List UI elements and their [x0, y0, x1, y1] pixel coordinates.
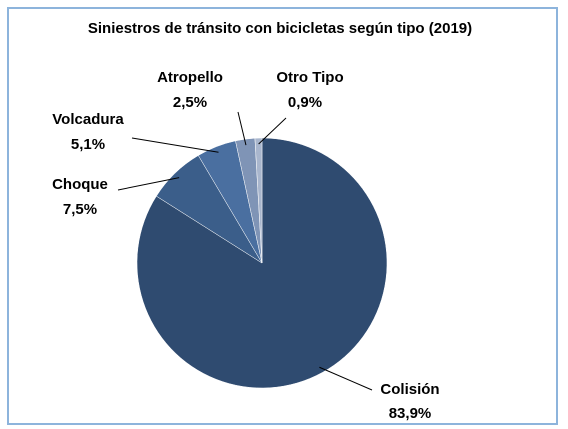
leader-line	[237, 111, 247, 146]
pie-slice	[254, 137, 263, 264]
value-label: 83,9%	[389, 405, 432, 422]
value-label: 2,5%	[173, 94, 207, 111]
value-label: 5,1%	[71, 136, 105, 153]
leader-line	[117, 177, 180, 191]
slice-label: Choque	[52, 176, 108, 193]
leader-line	[131, 137, 219, 153]
leader-line	[319, 366, 373, 391]
value-label: 7,5%	[63, 201, 97, 218]
leader-line	[258, 117, 287, 145]
value-label: 0,9%	[288, 94, 322, 111]
slice-label: Volcadura	[52, 111, 124, 128]
slice-label: Colisión	[380, 381, 439, 398]
chart-title: Siniestros de tránsito con bicicletas se…	[87, 20, 473, 37]
slice-label: Otro Tipo	[276, 69, 343, 86]
slice-label: Atropello	[157, 69, 223, 86]
